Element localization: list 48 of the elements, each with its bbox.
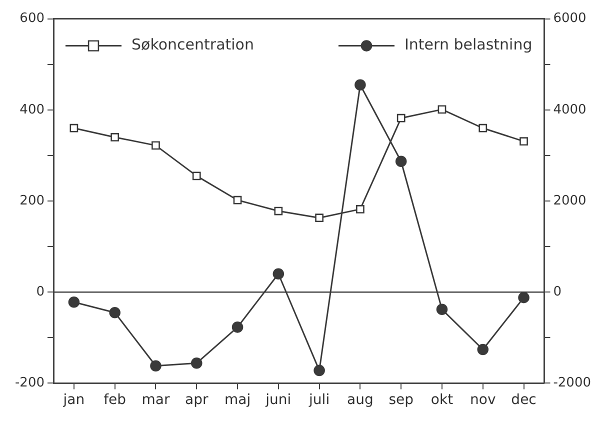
x-tick-label: aug [347, 392, 374, 408]
point [396, 114, 406, 122]
point [315, 214, 324, 222]
x-tick-label: juli [308, 392, 330, 408]
y-tick-label: 600 [20, 11, 45, 26]
point [150, 360, 162, 372]
point [109, 306, 120, 318]
y2-tick-label: 4000 [553, 102, 586, 118]
x-tick-label: feb [104, 392, 126, 408]
x-tick-label: apr [185, 392, 208, 408]
point [152, 141, 160, 150]
x-tick-label: nov [470, 392, 496, 408]
x-tick-label: mar [142, 392, 170, 408]
point [314, 364, 325, 376]
point [518, 292, 530, 304]
point [395, 156, 407, 168]
x-tick-label: sep [388, 392, 414, 408]
point [232, 322, 244, 333]
point [477, 344, 489, 356]
x-tick-label: dec [511, 392, 536, 408]
point [272, 268, 284, 280]
legend-label: Intern belastning [404, 36, 532, 54]
legend-label: Søkoncentration [132, 36, 254, 54]
point [274, 206, 283, 216]
x-tick-label: juni [264, 392, 292, 408]
x-tick-label: okt [430, 392, 454, 408]
point [478, 124, 488, 132]
point [192, 172, 201, 180]
y2-tick-label: 6000 [553, 11, 586, 26]
point [436, 304, 448, 316]
y2-tick-label: -2000 [553, 376, 592, 391]
point [354, 79, 366, 90]
y-tick-label: 200 [20, 193, 45, 208]
point [190, 358, 202, 369]
y-tick-label: -200 [14, 376, 45, 391]
y2-tick-label: 2000 [553, 193, 586, 208]
point [520, 137, 528, 146]
point [70, 124, 78, 132]
point [356, 205, 364, 214]
y-tick-label: 400 [20, 102, 45, 118]
point [68, 296, 80, 308]
y2-tick-label: 0 [553, 284, 562, 300]
point [438, 105, 446, 114]
x-tick-label: jan [62, 392, 85, 408]
point [233, 196, 242, 204]
y-tick-label: 0 [36, 284, 45, 300]
point [110, 133, 120, 142]
x-tick-label: maj [224, 392, 251, 408]
